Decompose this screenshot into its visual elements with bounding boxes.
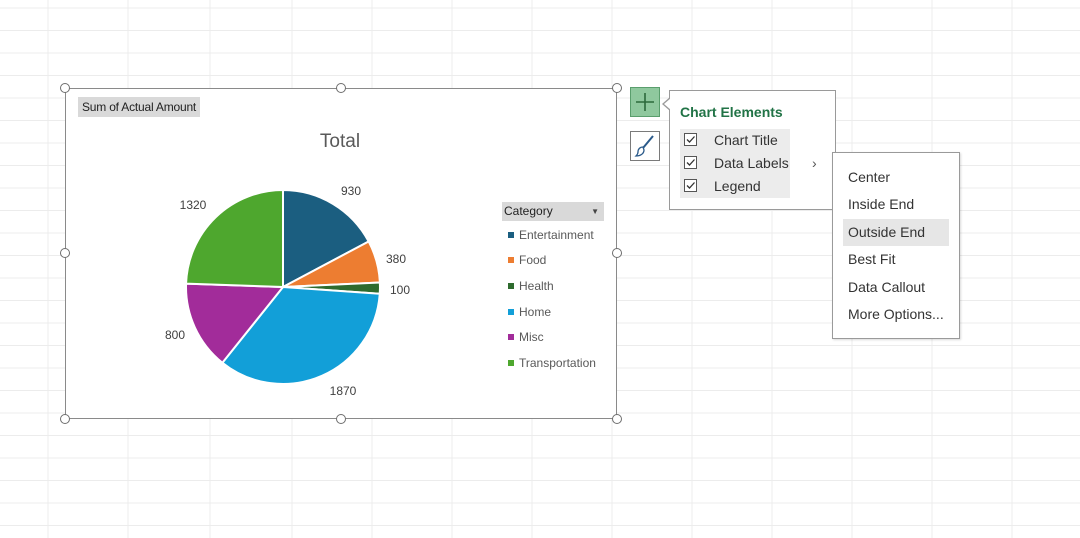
checkmark-icon (686, 136, 695, 143)
checkmark-icon (686, 159, 695, 166)
legend-filter-button[interactable]: Category ▼ (502, 202, 604, 221)
legend-label: Home (519, 305, 552, 319)
plus-icon (636, 93, 654, 111)
resize-handle-left[interactable] (60, 248, 70, 258)
data-label-misc[interactable]: 800 (164, 328, 186, 342)
legend-swatch (508, 232, 514, 238)
legend-checkbox[interactable] (684, 179, 697, 192)
submenu-item-best-fit[interactable]: Best Fit (848, 251, 896, 267)
legend-swatch (508, 309, 514, 315)
submenu-item-data-callout[interactable]: Data Callout (848, 279, 926, 295)
chart-styles-button[interactable] (630, 131, 660, 161)
submenu-item-more-options[interactable]: More Options... (848, 306, 944, 322)
legend-item-food[interactable]: Food (508, 252, 546, 268)
resize-handle-right[interactable] (612, 248, 622, 258)
legend-label: Food (519, 253, 547, 267)
data-label-health[interactable]: 100 (389, 283, 411, 297)
legend-label: Transportation (519, 356, 596, 370)
resize-handle-top-right[interactable] (612, 83, 622, 93)
pivot-field-button[interactable]: Sum of Actual Amount (78, 97, 201, 117)
data-label-entertainment[interactable]: 930 (340, 184, 362, 198)
legend-swatch (508, 334, 514, 340)
option-label: Legend (714, 178, 761, 194)
paintbrush-icon (634, 135, 654, 157)
legend-header-label: Category (504, 204, 553, 218)
legend-label: Health (519, 279, 554, 293)
submenu-item-inside-end[interactable]: Inside End (848, 196, 915, 212)
submenu-item-outside-end[interactable]: Outside End (843, 219, 949, 246)
chart-title-checkbox[interactable] (684, 133, 697, 146)
legend-label: Misc (519, 330, 544, 344)
flyout-title: Chart Elements (680, 104, 783, 120)
legend-item-entertainment[interactable]: Entertainment (508, 227, 594, 243)
resize-handle-top[interactable] (336, 83, 346, 93)
option-label: Data Labels (714, 155, 789, 171)
resize-handle-bottom-right[interactable] (612, 414, 622, 424)
resize-handle-bottom[interactable] (336, 414, 346, 424)
data-label-transportation[interactable]: 1320 (179, 198, 207, 212)
legend-item-transportation[interactable]: Transportation (508, 355, 596, 371)
option-legend[interactable]: Legend (680, 175, 790, 198)
legend-item-home[interactable]: Home (508, 304, 551, 320)
chart-elements-button[interactable] (630, 87, 660, 117)
legend-swatch (508, 257, 514, 263)
resize-handle-bottom-left[interactable] (60, 414, 70, 424)
legend-item-health[interactable]: Health (508, 278, 554, 294)
submenu-item-center[interactable]: Center (848, 169, 891, 185)
data-label-home[interactable]: 1870 (329, 384, 357, 398)
flyout-pointer-inner (664, 98, 671, 110)
checkmark-icon (686, 182, 695, 189)
option-chart-title[interactable]: Chart Title (680, 129, 790, 152)
legend-swatch (508, 283, 514, 289)
legend-item-misc[interactable]: Misc (508, 329, 544, 345)
resize-handle-top-left[interactable] (60, 83, 70, 93)
legend-swatch (508, 360, 514, 366)
legend-label: Entertainment (519, 228, 594, 242)
chevron-right-icon[interactable]: › (812, 155, 817, 171)
data-label-food[interactable]: 380 (385, 252, 407, 266)
option-data-labels[interactable]: Data Labels (680, 152, 790, 175)
option-label: Chart Title (714, 132, 778, 148)
dropdown-arrow-icon: ▼ (591, 207, 599, 216)
chart-title[interactable]: Total (319, 131, 361, 152)
data-labels-checkbox[interactable] (684, 156, 697, 169)
